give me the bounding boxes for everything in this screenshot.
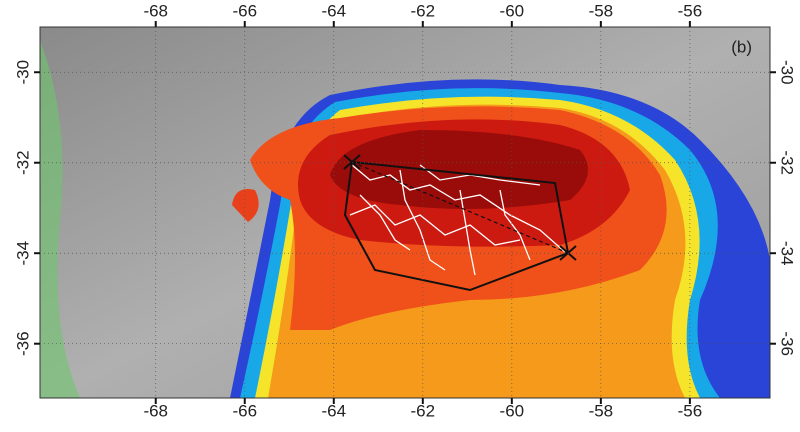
x-tick-label: -60 [500,401,525,420]
x-tick-label: -60 [500,1,525,20]
lightning-flashes [349,164,566,276]
y-tick-label: -34 [778,241,797,266]
x-tick-label: -58 [589,401,614,420]
y-tick-label: -32 [778,150,797,175]
y-tick-label: -34 [13,241,32,266]
x-tick-label: -62 [411,1,436,20]
x-tick-label: -68 [143,1,168,20]
x-tick-label: -62 [411,401,436,420]
flash-endpoints [343,154,577,261]
map-frame [39,26,771,399]
y-tick-label: -36 [778,331,797,356]
y-tick-label: -30 [778,60,797,85]
x-tick-label: -66 [232,401,257,420]
x-tick-label: -64 [321,401,346,420]
panel-label: (b) [731,37,752,56]
x-tick-label: -58 [589,1,614,20]
flash-extent-polygon [343,160,570,292]
x-tick-label: -66 [232,1,257,20]
x-tick-label: -68 [143,401,168,420]
y-tick-label: -36 [13,331,32,356]
x-tick-label: -56 [678,401,703,420]
x-tick-label: -64 [321,1,346,20]
y-tick-label: -30 [13,60,32,85]
y-tick-label: -32 [13,150,32,175]
satellite-image [40,27,770,398]
x-tick-label: -56 [678,1,703,20]
